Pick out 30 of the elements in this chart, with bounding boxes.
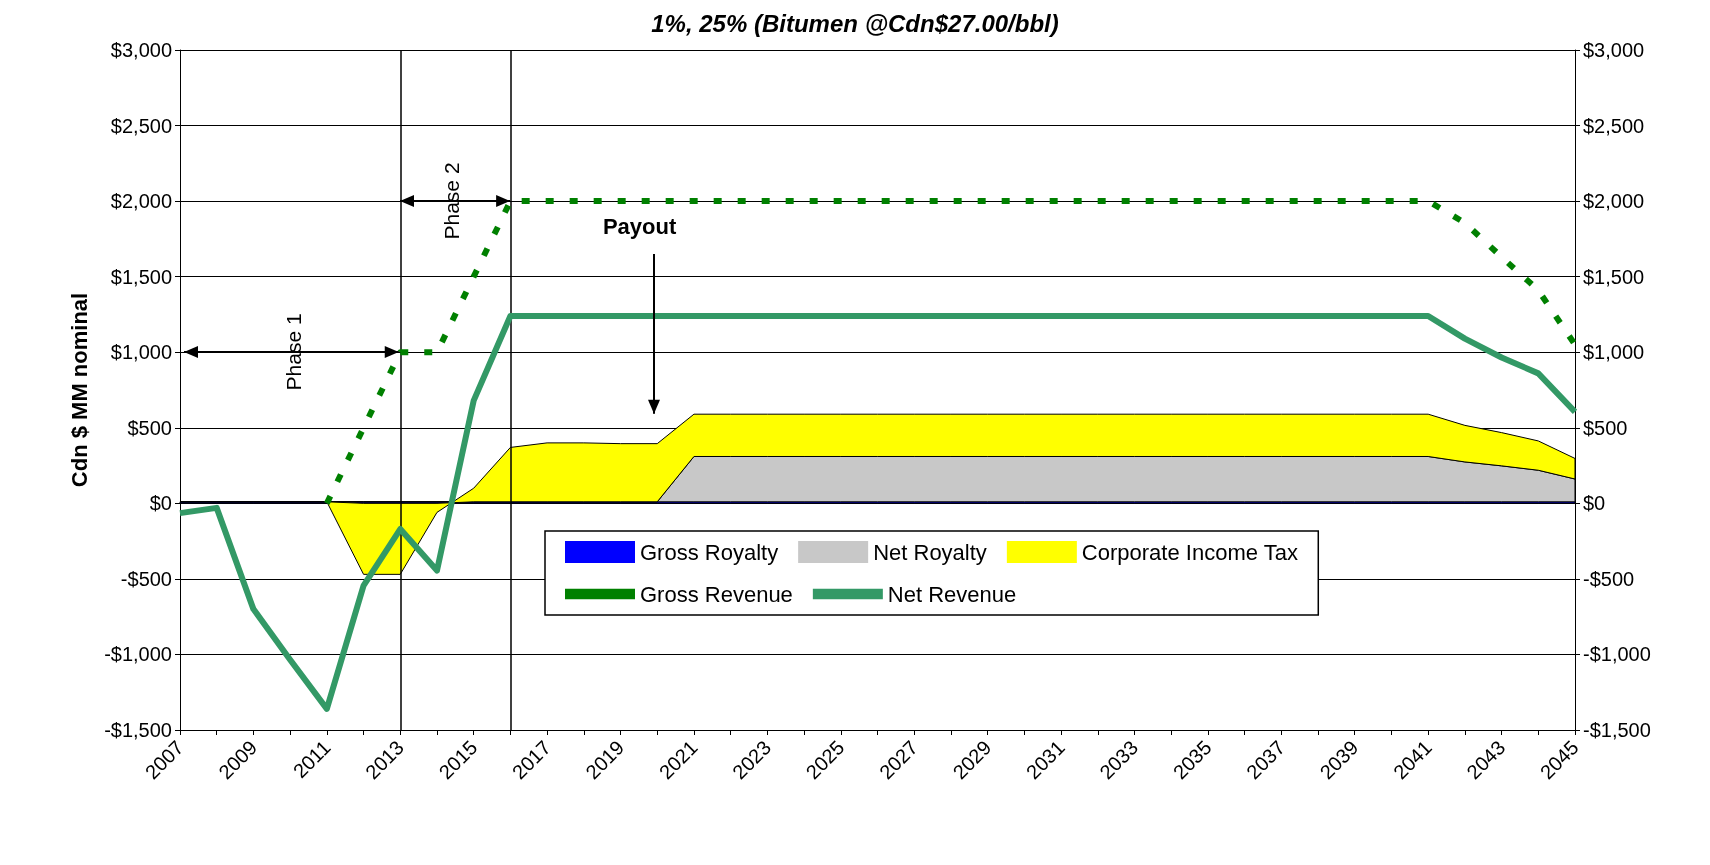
legend-label: Corporate Income Tax [1081,539,1298,565]
y2-tick-label: $2,500 [1583,114,1645,137]
annotation: Phase 1 [282,313,306,391]
y-axis-title: Cdn $ MM nominal [66,292,92,488]
y2-tick-label: $1,000 [1583,341,1645,364]
y-tick-label: $500 [127,416,172,439]
annotation: Payout [602,214,677,240]
y-tick-label: $0 [149,492,172,515]
y-tick-label: $2,500 [110,114,172,137]
y2-tick-label: -$1,000 [1583,643,1651,666]
y-tick-label: $1,000 [110,341,172,364]
y-tick-label: $1,500 [110,265,172,288]
y-tick-label: -$1,500 [104,719,172,741]
y-tick-label: -$500 [120,567,172,590]
y-tick-label: $2,000 [110,190,172,213]
y2-tick-label: $500 [1583,416,1628,439]
legend-label: Net Revenue [887,581,1017,607]
legend-label: Gross Revenue [640,581,793,607]
annotation: Phase 2 [440,162,464,240]
y-tick-label: $3,000 [110,39,172,61]
y2-tick-label: $3,000 [1583,39,1645,61]
legend-label: Gross Royalty [640,539,779,565]
y2-tick-label: -$500 [1583,567,1635,590]
y-tick-label: -$1,000 [104,643,172,666]
chart-title: 1%, 25% (Bitumen @Cdn$27.00/bbl) [651,9,1059,37]
y2-tick-label: $0 [1583,492,1606,515]
y2-tick-label: $1,500 [1583,265,1645,288]
y2-tick-label: $2,000 [1583,190,1645,213]
legend-label: Net Royalty [873,539,987,565]
y2-tick-label: -$1,500 [1583,719,1651,741]
